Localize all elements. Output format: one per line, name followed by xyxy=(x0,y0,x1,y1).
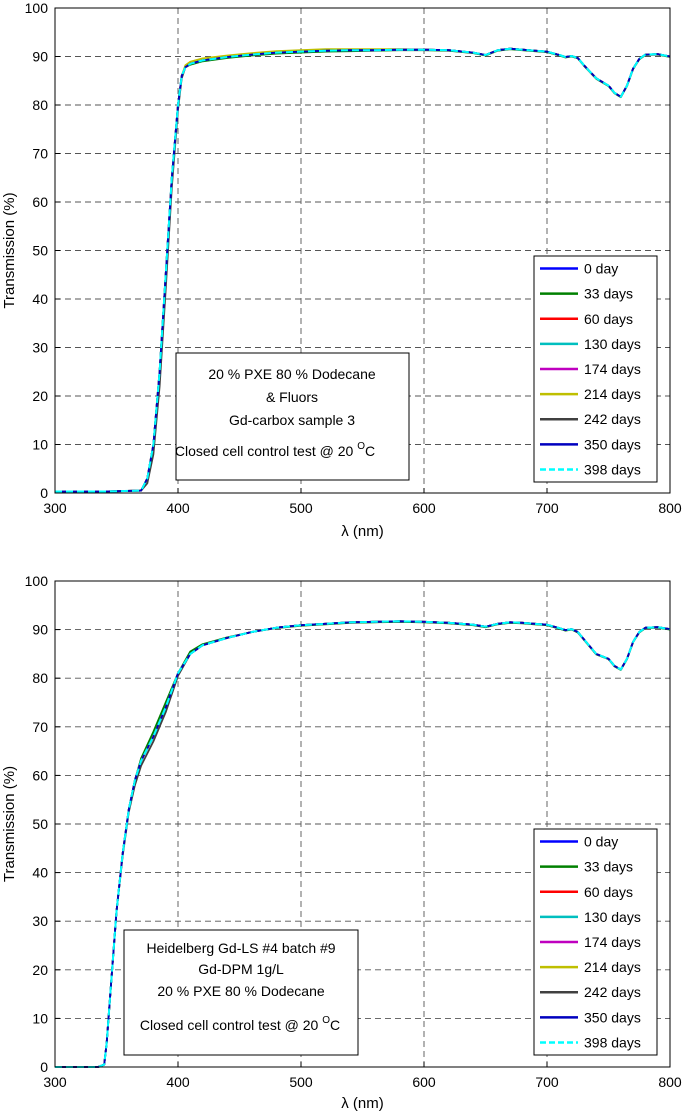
annotation-box xyxy=(123,929,359,1056)
legend-label: 130 days xyxy=(584,336,641,352)
legend-label: 33 days xyxy=(584,286,633,302)
annotation-text: Heidelberg Gd-LS #4 batch #9 xyxy=(146,940,335,956)
y-tick-label: 100 xyxy=(25,573,49,589)
y-tick-label: 60 xyxy=(32,194,48,210)
y-tick-label: 70 xyxy=(32,146,48,162)
annotation-text: 20 % PXE 80 % Dodecane xyxy=(157,983,325,999)
y-axis-label: Transmission (%) xyxy=(1,766,18,882)
legend-label: 350 days xyxy=(584,1009,641,1025)
annotation-text: & Fluors xyxy=(266,389,318,405)
annotation-line: Closed cell control test @ 20 OC xyxy=(175,441,375,459)
legend-label: 60 days xyxy=(584,884,633,900)
annotation-line: 20 % PXE 80 % Dodecane xyxy=(157,983,325,999)
legend-label: 350 days xyxy=(584,436,641,452)
y-tick-label: 10 xyxy=(32,1010,48,1026)
annotation-line: Gd-DPM 1g/L xyxy=(198,961,284,977)
x-tick-label: 300 xyxy=(43,500,67,516)
annotation-text: Gd-DPM 1g/L xyxy=(198,961,284,977)
y-tick-label: 50 xyxy=(32,816,48,832)
annotation-text: 20 % PXE 80 % Dodecane xyxy=(208,366,376,382)
legend-label: 130 days xyxy=(584,909,641,925)
y-tick-label: 20 xyxy=(32,962,48,978)
annotation-suffix: C xyxy=(365,443,375,459)
x-tick-label: 500 xyxy=(289,500,313,516)
annotation-text: Closed cell control test @ 20 xyxy=(175,443,357,459)
legend-label: 242 days xyxy=(584,984,641,1000)
x-tick-label: 400 xyxy=(166,500,190,516)
legend-label: 398 days xyxy=(584,1034,641,1050)
legend-label: 242 days xyxy=(584,411,641,427)
x-axis-label: λ (nm) xyxy=(341,523,384,540)
annotation-text: Closed cell control test @ 20 xyxy=(140,1017,322,1033)
y-tick-label: 80 xyxy=(32,670,48,686)
annotation-superscript: O xyxy=(322,1015,330,1026)
x-tick-label: 600 xyxy=(412,1074,436,1090)
y-tick-label: 60 xyxy=(32,767,48,783)
y-tick-label: 90 xyxy=(32,622,48,638)
annotation-line: Heidelberg Gd-LS #4 batch #9 xyxy=(146,940,335,956)
annotation-box xyxy=(175,352,410,481)
annotation-suffix: C xyxy=(330,1017,340,1033)
legend-label: 0 day xyxy=(584,834,618,850)
x-axis-label: λ (nm) xyxy=(341,1095,384,1112)
x-tick-label: 700 xyxy=(535,500,559,516)
y-tick-label: 20 xyxy=(32,388,48,404)
legend-label: 174 days xyxy=(584,934,641,950)
x-tick-label: 600 xyxy=(412,500,436,516)
x-tick-label: 400 xyxy=(166,1074,190,1090)
y-tick-label: 90 xyxy=(32,49,48,65)
y-tick-label: 10 xyxy=(32,437,48,453)
legend-label: 398 days xyxy=(584,461,641,477)
y-tick-label: 80 xyxy=(32,97,48,113)
y-tick-label: 0 xyxy=(40,1059,48,1075)
legend-label: 214 days xyxy=(584,386,641,402)
y-tick-label: 30 xyxy=(32,913,48,929)
y-tick-label: 40 xyxy=(32,291,48,307)
legend-label: 0 day xyxy=(584,261,618,277)
y-tick-label: 0 xyxy=(40,485,48,501)
x-tick-label: 700 xyxy=(535,1074,559,1090)
y-tick-label: 70 xyxy=(32,719,48,735)
x-tick-label: 300 xyxy=(43,1074,67,1090)
annotation-line: 20 % PXE 80 % Dodecane xyxy=(208,366,376,382)
x-tick-label: 800 xyxy=(658,1074,682,1090)
chart-top: 300 400 500 600 700 800 0 10 20 30 40 50 60 70 80 90 100… xyxy=(1,0,682,540)
y-axis-label: Transmission (%) xyxy=(1,192,18,308)
annotation-line: Gd-carbox sample 3 xyxy=(229,412,355,428)
x-tick-label: 500 xyxy=(289,1074,313,1090)
legend-label: 60 days xyxy=(584,311,633,327)
series-line xyxy=(55,47,671,493)
annotation-line: & Fluors xyxy=(266,389,318,405)
y-tick-label: 30 xyxy=(32,340,48,356)
x-tick-label: 800 xyxy=(658,500,682,516)
annotation-line: Closed cell control test @ 20 OC xyxy=(140,1015,340,1033)
legend-label: 174 days xyxy=(584,361,641,377)
series-line xyxy=(55,620,671,1068)
legend-label: 214 days xyxy=(584,959,641,975)
chart-bottom: 300 400 500 600 700 800 0 10 20 30 40 50 60 70 80 90 100… xyxy=(1,573,682,1112)
annotation-superscript: O xyxy=(357,441,365,452)
legend-label: 33 days xyxy=(584,859,633,875)
y-tick-label: 40 xyxy=(32,865,48,881)
annotation-text: Gd-carbox sample 3 xyxy=(229,412,355,428)
y-tick-label: 100 xyxy=(25,0,49,16)
y-tick-label: 50 xyxy=(32,243,48,259)
